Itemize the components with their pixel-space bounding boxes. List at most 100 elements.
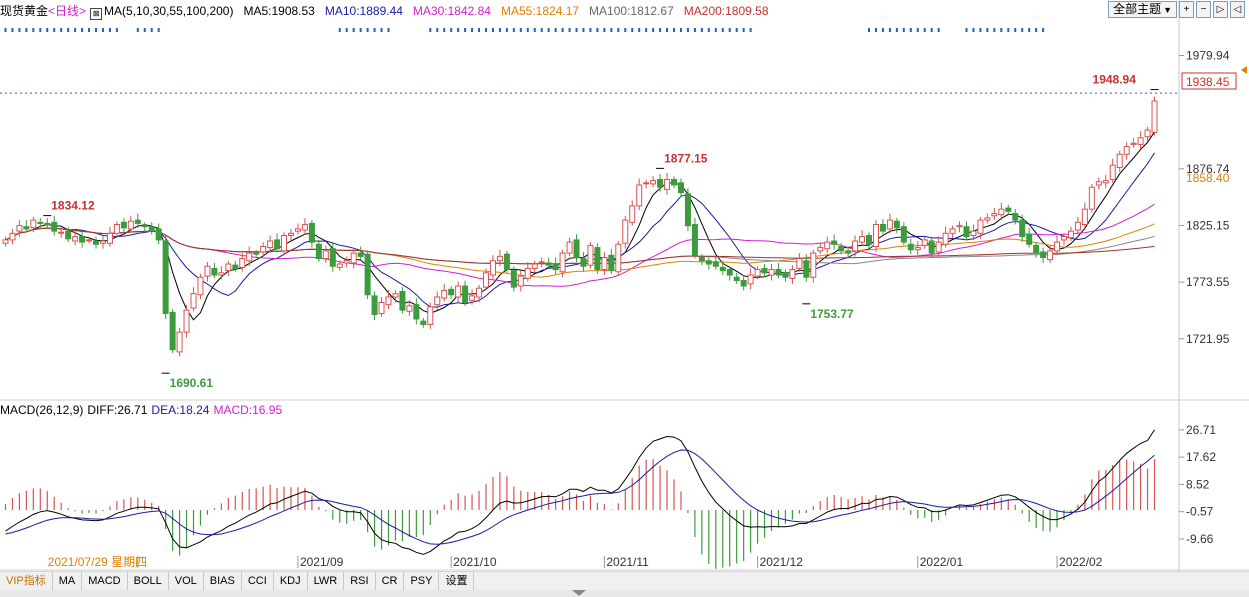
candle-body[interactable] <box>162 240 169 314</box>
candle-body[interactable] <box>893 220 900 229</box>
candle-body[interactable] <box>1033 244 1040 254</box>
candle-body[interactable] <box>761 267 768 274</box>
candle-body[interactable] <box>294 228 301 232</box>
candle-body[interactable] <box>58 231 65 234</box>
candle-body[interactable] <box>1144 129 1151 138</box>
candle-body[interactable] <box>93 240 100 245</box>
candle-body[interactable] <box>274 239 281 250</box>
candle-body[interactable] <box>636 184 643 207</box>
candle-body[interactable] <box>16 225 23 232</box>
candle-body[interactable] <box>691 224 698 256</box>
candle-body[interactable] <box>754 269 761 277</box>
candle-body[interactable] <box>113 224 120 234</box>
period-label[interactable]: <日线> <box>48 4 87 18</box>
candle-body[interactable] <box>907 243 914 251</box>
candle-body[interactable] <box>30 219 37 229</box>
candle-body[interactable] <box>538 261 545 264</box>
candle-body[interactable] <box>1067 230 1074 239</box>
candle-body[interactable] <box>72 236 79 242</box>
candle-body[interactable] <box>970 230 977 237</box>
candle-body[interactable] <box>469 295 476 301</box>
candle-body[interactable] <box>1019 219 1026 238</box>
candle-body[interactable] <box>942 232 949 245</box>
candle-body[interactable] <box>79 236 86 243</box>
scroll-strip[interactable] <box>0 590 1249 597</box>
candle-body[interactable] <box>935 241 942 253</box>
candle-body[interactable] <box>489 260 496 276</box>
candle-body[interactable] <box>336 263 343 268</box>
candle-body[interactable] <box>120 221 127 229</box>
candle-body[interactable] <box>510 270 517 288</box>
candle-body[interactable] <box>385 296 392 306</box>
candle-body[interactable] <box>462 285 469 303</box>
candle-body[interactable] <box>392 293 399 298</box>
candle-body[interactable] <box>803 260 810 278</box>
candle-body[interactable] <box>1005 207 1012 212</box>
candle-body[interactable] <box>1088 186 1095 210</box>
candle-body[interactable] <box>1074 221 1081 231</box>
candle-body[interactable] <box>288 232 294 237</box>
candle-body[interactable] <box>413 304 420 320</box>
candle-body[interactable] <box>176 331 183 353</box>
candle-body[interactable] <box>322 250 329 260</box>
zoom-in-icon[interactable]: + <box>1179 1 1194 18</box>
candle-body[interactable] <box>239 258 246 268</box>
candle-body[interactable] <box>1026 233 1033 245</box>
candle-body[interactable] <box>246 252 253 262</box>
candle-body[interactable] <box>664 179 671 190</box>
candle-body[interactable] <box>9 232 16 241</box>
candle-body[interactable] <box>747 274 754 285</box>
candle-body[interactable] <box>127 220 134 230</box>
candle-body[interactable] <box>872 224 879 247</box>
theme-dropdown[interactable]: 全部主题 ▼ <box>1108 1 1177 18</box>
candle-body[interactable] <box>531 263 538 269</box>
candle-body[interactable] <box>399 291 406 311</box>
next-icon[interactable]: ▷ <box>1213 1 1228 18</box>
candle-body[interactable] <box>705 260 712 265</box>
candle-body[interactable] <box>308 222 315 243</box>
candle-body[interactable] <box>260 245 267 253</box>
candle-body[interactable] <box>169 311 176 351</box>
tab-bias[interactable]: BIAS <box>204 572 242 590</box>
candle-body[interactable] <box>726 269 733 276</box>
candle-body[interactable] <box>782 272 789 278</box>
candlesticks[interactable] <box>2 96 1158 357</box>
candle-body[interactable] <box>580 258 587 267</box>
candle-body[interactable] <box>496 255 503 262</box>
candle-body[interactable] <box>963 226 970 238</box>
candle-body[interactable] <box>211 267 218 276</box>
candle-body[interactable] <box>845 250 852 254</box>
candle-body[interactable] <box>1040 251 1047 258</box>
tab-kdj[interactable]: KDJ <box>274 572 308 590</box>
candle-body[interactable] <box>343 260 350 264</box>
candle-body[interactable] <box>218 272 225 276</box>
candle-body[interactable] <box>698 256 705 262</box>
tab-cci[interactable]: CCI <box>242 572 274 590</box>
tab-vol[interactable]: VOL <box>169 572 204 590</box>
tab-lwr[interactable]: LWR <box>308 572 345 590</box>
tab-vip[interactable]: VIP指标 <box>0 572 53 590</box>
candle-body[interactable] <box>106 232 113 244</box>
candle-body[interactable] <box>141 225 148 228</box>
candle-body[interactable] <box>441 289 448 299</box>
candle-body[interactable] <box>1060 236 1067 241</box>
candle-body[interactable] <box>301 224 308 231</box>
tab-boll[interactable]: BOLL <box>128 572 169 590</box>
candle-body[interactable] <box>810 252 817 278</box>
candle-body[interactable] <box>406 305 413 312</box>
candle-body[interactable] <box>817 247 824 252</box>
candle-body[interactable] <box>134 219 141 224</box>
candle-body[interactable] <box>1012 213 1019 221</box>
candle-body[interactable] <box>420 320 427 325</box>
candle-body[interactable] <box>65 230 72 240</box>
candle-body[interactable] <box>684 193 691 227</box>
candle-body[interactable] <box>232 264 239 269</box>
candle-body[interactable] <box>1151 100 1158 133</box>
candle-body[interactable] <box>886 219 893 230</box>
candle-body[interactable] <box>559 252 566 273</box>
candle-body[interactable] <box>719 266 726 272</box>
candle-body[interactable] <box>998 208 1005 216</box>
prev-icon[interactable]: ◁ <box>1230 1 1245 18</box>
candle-body[interactable] <box>1109 164 1116 181</box>
candle-body[interactable] <box>1137 137 1144 145</box>
